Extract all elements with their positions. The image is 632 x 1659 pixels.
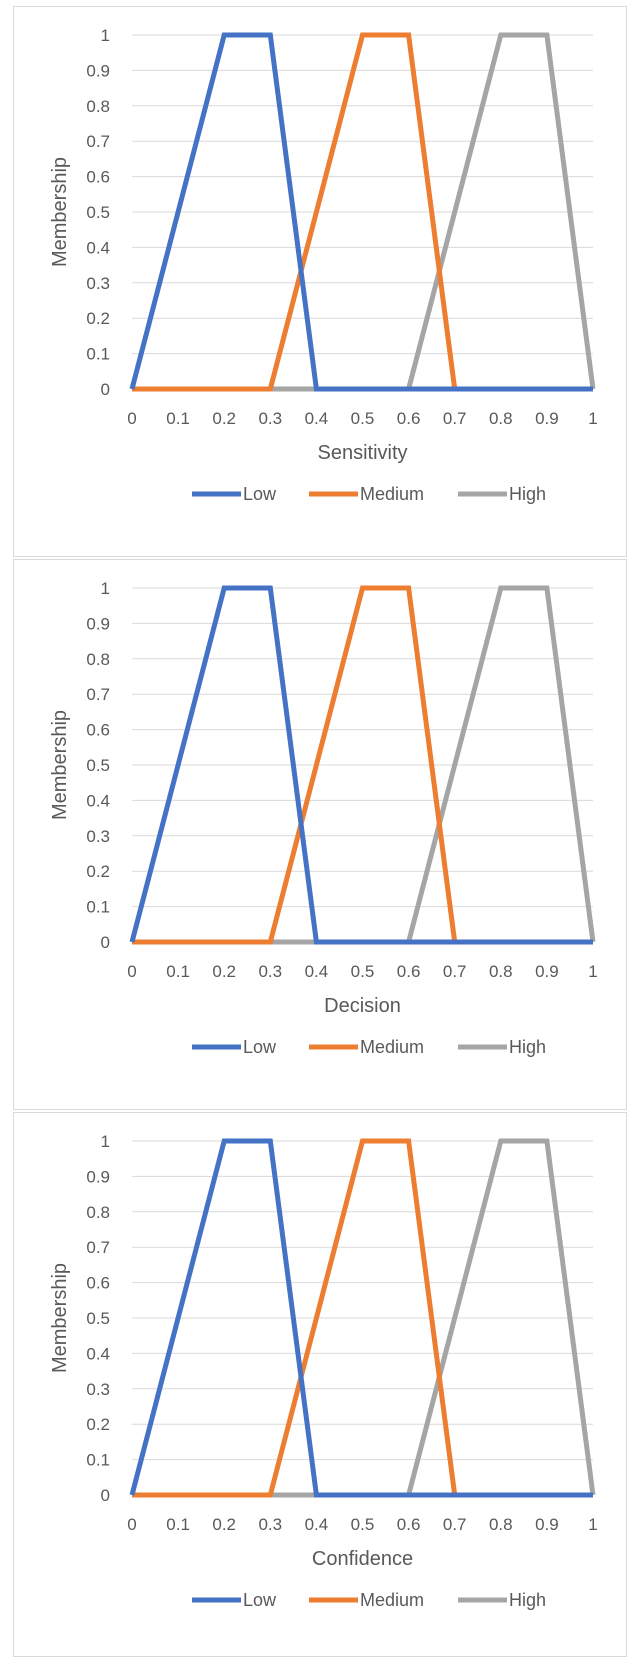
chart2-x-tick-label: 0.9 [535,962,559,981]
chart2-x-tick-label: 0.2 [212,962,236,981]
chart3-x-tick-label: 0.5 [351,1515,375,1534]
chart3-legend-low-label: Low [243,1590,277,1610]
chart3-x-tick-label: 0.8 [489,1515,513,1534]
chart2-x-axis-title: Decision [324,995,401,1017]
chart3-y-axis-title: Membership [49,1263,71,1373]
chart2-y-tick-label: 0.3 [86,827,110,846]
chart3-x-tick-label: 0.6 [397,1515,421,1534]
chart1-y-tick-label: 0.4 [86,238,110,257]
chart1-y-tick-label: 0.6 [86,168,110,187]
chart3-y-tick-label: 1 [101,1132,110,1151]
chart1-x-tick-label: 0.1 [166,409,190,428]
chart2-x-tick-label: 0.8 [489,962,513,981]
chart3-x-tick-label: 0.7 [443,1515,467,1534]
chart2-y-tick-label: 1 [101,579,110,598]
chart3-y-tick-label: 0.8 [86,1203,110,1222]
chart1-x-tick-label: 0.8 [489,409,513,428]
chart1-y-axis-title: Membership [49,157,71,267]
chart2-x-tick-label: 0 [127,962,136,981]
chart2-x-tick-label: 0.1 [166,962,190,981]
chart2-y-tick-label: 0.6 [86,721,110,740]
chart3-x-tick-label: 0.1 [166,1515,190,1534]
chart2-x-tick-label: 0.5 [351,962,375,981]
chart3-x-tick-label: 0.4 [305,1515,329,1534]
chart1-x-tick-label: 0 [127,409,136,428]
chart3-y-tick-label: 0 [101,1486,110,1505]
chart1-y-tick-label: 0.3 [86,274,110,293]
chart1-y-tick-label: 0.9 [86,61,110,80]
chart1-x-tick-label: 0.6 [397,409,421,428]
chart1-x-axis-title: Sensitivity [317,442,407,464]
chart3-legend-medium-label: Medium [360,1590,424,1610]
chart3-x-tick-label: 0.2 [212,1515,236,1534]
chart3-legend-high-label: High [509,1590,546,1610]
chart2-series-low-line [129,585,593,945]
chart2-legend-high-label: High [509,1037,546,1057]
chart3-y-tick-label: 0.5 [86,1309,110,1328]
chart1-y-tick-label: 0 [101,380,110,399]
chart-panel-confidence [13,1112,627,1657]
chart1-legend-high-label: High [509,484,546,504]
chart2-legend-low-label: Low [243,1037,277,1057]
chart2-x-tick-label: 0.4 [305,962,329,981]
chart1-x-tick-label: 0.2 [212,409,236,428]
chart2-x-tick-label: 1 [588,962,597,981]
chart2-legend-medium-label: Medium [360,1037,424,1057]
chart1-legend-medium-label: Medium [360,484,424,504]
chart1-y-tick-label: 1 [101,26,110,45]
chart1-y-tick-label: 0.7 [86,132,110,151]
chart3-x-tick-label: 0 [127,1515,136,1534]
chart2-x-tick-label: 0.6 [397,962,421,981]
chart3-y-tick-label: 0.9 [86,1167,110,1186]
chart1-x-tick-label: 0.7 [443,409,467,428]
chart2-y-tick-label: 0.1 [86,898,110,917]
chart3-y-tick-label: 0.4 [86,1344,110,1363]
chart3-y-tick-label: 0.3 [86,1380,110,1399]
chart1-x-tick-label: 0.3 [258,409,282,428]
chart2-x-tick-label: 0.7 [443,962,467,981]
chart1-x-tick-label: 0.9 [535,409,559,428]
chart-panel-sensitivity [13,6,627,557]
chart3-x-tick-label: 0.9 [535,1515,559,1534]
chart3-x-tick-label: 1 [588,1515,597,1534]
chart1-y-tick-label: 0.2 [86,309,110,328]
chart1-y-tick-label: 0.8 [86,97,110,116]
chart3-y-tick-label: 0.6 [86,1274,110,1293]
chart2-y-tick-label: 0.4 [86,791,110,810]
chart3-x-tick-label: 0.3 [258,1515,282,1534]
chart3-y-tick-label: 0.1 [86,1451,110,1470]
chart1-legend-low-label: Low [243,484,277,504]
chart2-y-tick-label: 0.7 [86,685,110,704]
chart1-series-low-line [129,32,593,392]
chart1-y-tick-label: 0.5 [86,203,110,222]
chart1-y-tick-label: 0.1 [86,345,110,364]
chart2-y-tick-label: 0.2 [86,862,110,881]
chart2-y-axis-title: Membership [49,710,71,820]
chart2-x-tick-label: 0.3 [258,962,282,981]
chart3-y-tick-label: 0.7 [86,1238,110,1257]
chart2-y-tick-label: 0.5 [86,756,110,775]
chart-panel-decision [13,559,627,1110]
chart1-x-tick-label: 0.4 [305,409,329,428]
chart2-y-tick-label: 0 [101,933,110,952]
chart3-y-tick-label: 0.2 [86,1415,110,1434]
chart1-x-tick-label: 0.5 [351,409,375,428]
chart3-x-axis-title: Confidence [312,1548,413,1570]
chart3-series-low-line [129,1138,593,1498]
chart1-x-tick-label: 1 [588,409,597,428]
chart2-y-tick-label: 0.8 [86,650,110,669]
chart2-y-tick-label: 0.9 [86,614,110,633]
